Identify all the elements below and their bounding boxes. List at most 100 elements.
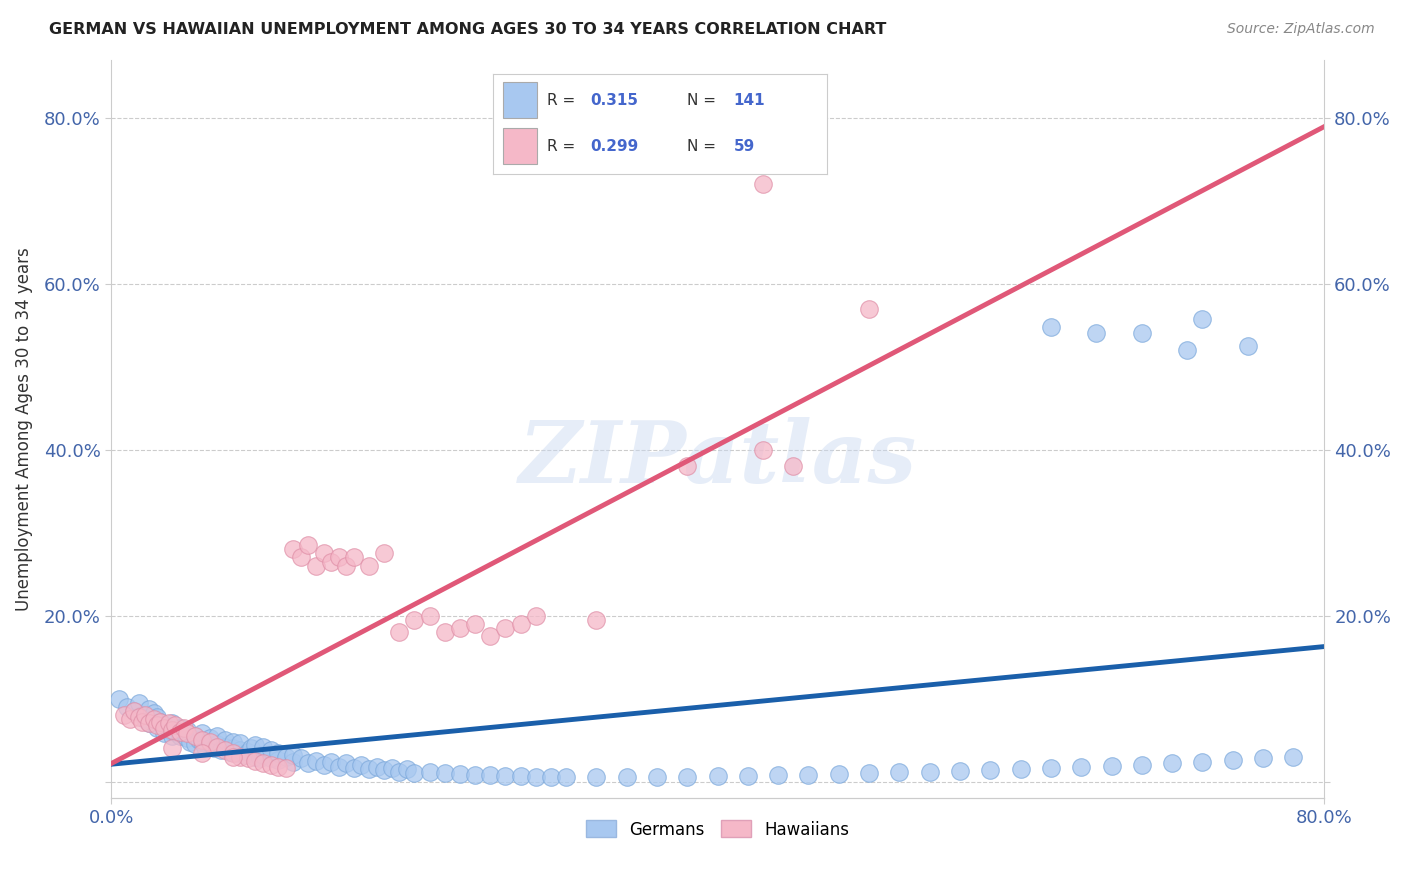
Point xyxy=(328,550,350,565)
Point xyxy=(191,735,214,749)
Point xyxy=(509,769,531,783)
Point xyxy=(419,608,441,623)
Point xyxy=(1161,756,1184,771)
Point xyxy=(259,751,281,765)
Point xyxy=(283,755,305,769)
Point xyxy=(1191,311,1213,326)
Point xyxy=(752,442,775,457)
Point xyxy=(176,723,198,737)
Point xyxy=(433,766,456,780)
Point xyxy=(191,733,214,747)
Point xyxy=(207,737,229,751)
Point xyxy=(766,768,789,782)
Point xyxy=(1237,339,1260,353)
Point xyxy=(828,767,851,781)
Point xyxy=(198,731,221,746)
Point xyxy=(585,613,607,627)
Point xyxy=(184,729,207,743)
Point xyxy=(419,764,441,779)
Point xyxy=(1010,762,1032,776)
Point xyxy=(404,613,426,627)
Point xyxy=(138,716,160,731)
Point xyxy=(267,753,290,767)
Point xyxy=(335,558,357,573)
Point xyxy=(149,714,172,729)
Point xyxy=(979,763,1001,777)
Point xyxy=(207,729,229,743)
Point xyxy=(524,770,547,784)
Point xyxy=(218,745,240,759)
Point xyxy=(274,761,297,775)
Point xyxy=(221,746,243,760)
Point xyxy=(176,731,198,746)
Point xyxy=(449,621,471,635)
Point xyxy=(179,735,201,749)
Point xyxy=(239,741,262,756)
Point xyxy=(494,769,516,783)
Point xyxy=(555,770,578,784)
Point xyxy=(404,766,426,780)
Point xyxy=(221,741,243,756)
Point xyxy=(540,770,562,784)
Point xyxy=(233,747,256,762)
Text: ZIPatlas: ZIPatlas xyxy=(519,417,917,500)
Legend: Germans, Hawaiians: Germans, Hawaiians xyxy=(579,814,856,846)
Point xyxy=(184,737,207,751)
Text: GERMAN VS HAWAIIAN UNEMPLOYMENT AMONG AGES 30 TO 34 YEARS CORRELATION CHART: GERMAN VS HAWAIIAN UNEMPLOYMENT AMONG AG… xyxy=(49,22,887,37)
Point xyxy=(373,546,395,560)
Point xyxy=(153,718,176,732)
Point xyxy=(245,749,267,764)
Point xyxy=(249,751,271,765)
Point xyxy=(676,770,699,784)
Point xyxy=(373,763,395,777)
Point xyxy=(118,712,141,726)
Text: Source: ZipAtlas.com: Source: ZipAtlas.com xyxy=(1227,22,1375,37)
Point xyxy=(245,754,267,768)
Point xyxy=(142,706,165,721)
Point xyxy=(752,177,775,191)
Point xyxy=(509,616,531,631)
Point xyxy=(157,716,180,731)
Point xyxy=(191,726,214,740)
Point xyxy=(305,558,328,573)
Point xyxy=(165,718,187,732)
Y-axis label: Unemployment Among Ages 30 to 34 years: Unemployment Among Ages 30 to 34 years xyxy=(15,247,32,611)
Point xyxy=(1070,759,1092,773)
Point xyxy=(146,721,169,735)
Point xyxy=(149,714,172,729)
Point xyxy=(274,749,297,764)
Point xyxy=(283,542,305,557)
Point xyxy=(737,769,759,783)
Point xyxy=(524,608,547,623)
Point xyxy=(173,721,195,735)
Point xyxy=(252,747,274,762)
Point xyxy=(259,743,281,757)
Point xyxy=(388,764,411,779)
Point xyxy=(267,759,290,773)
Point xyxy=(479,768,502,782)
Point xyxy=(464,616,486,631)
Point xyxy=(335,756,357,771)
Point xyxy=(191,746,214,760)
Point xyxy=(328,759,350,773)
Point xyxy=(252,756,274,771)
Point xyxy=(131,714,153,729)
Point xyxy=(918,764,941,779)
Point xyxy=(188,733,211,747)
Point xyxy=(221,735,243,749)
Point xyxy=(1222,753,1244,767)
Point xyxy=(305,754,328,768)
Point xyxy=(259,758,281,772)
Point xyxy=(616,770,638,784)
Point xyxy=(321,555,343,569)
Point xyxy=(449,767,471,781)
Point xyxy=(494,621,516,635)
Point xyxy=(128,696,150,710)
Point xyxy=(949,764,972,778)
Point xyxy=(1130,326,1153,341)
Point xyxy=(214,739,236,754)
Point xyxy=(165,724,187,739)
Point xyxy=(221,749,243,764)
Point xyxy=(1175,343,1198,357)
Point xyxy=(1085,326,1108,341)
